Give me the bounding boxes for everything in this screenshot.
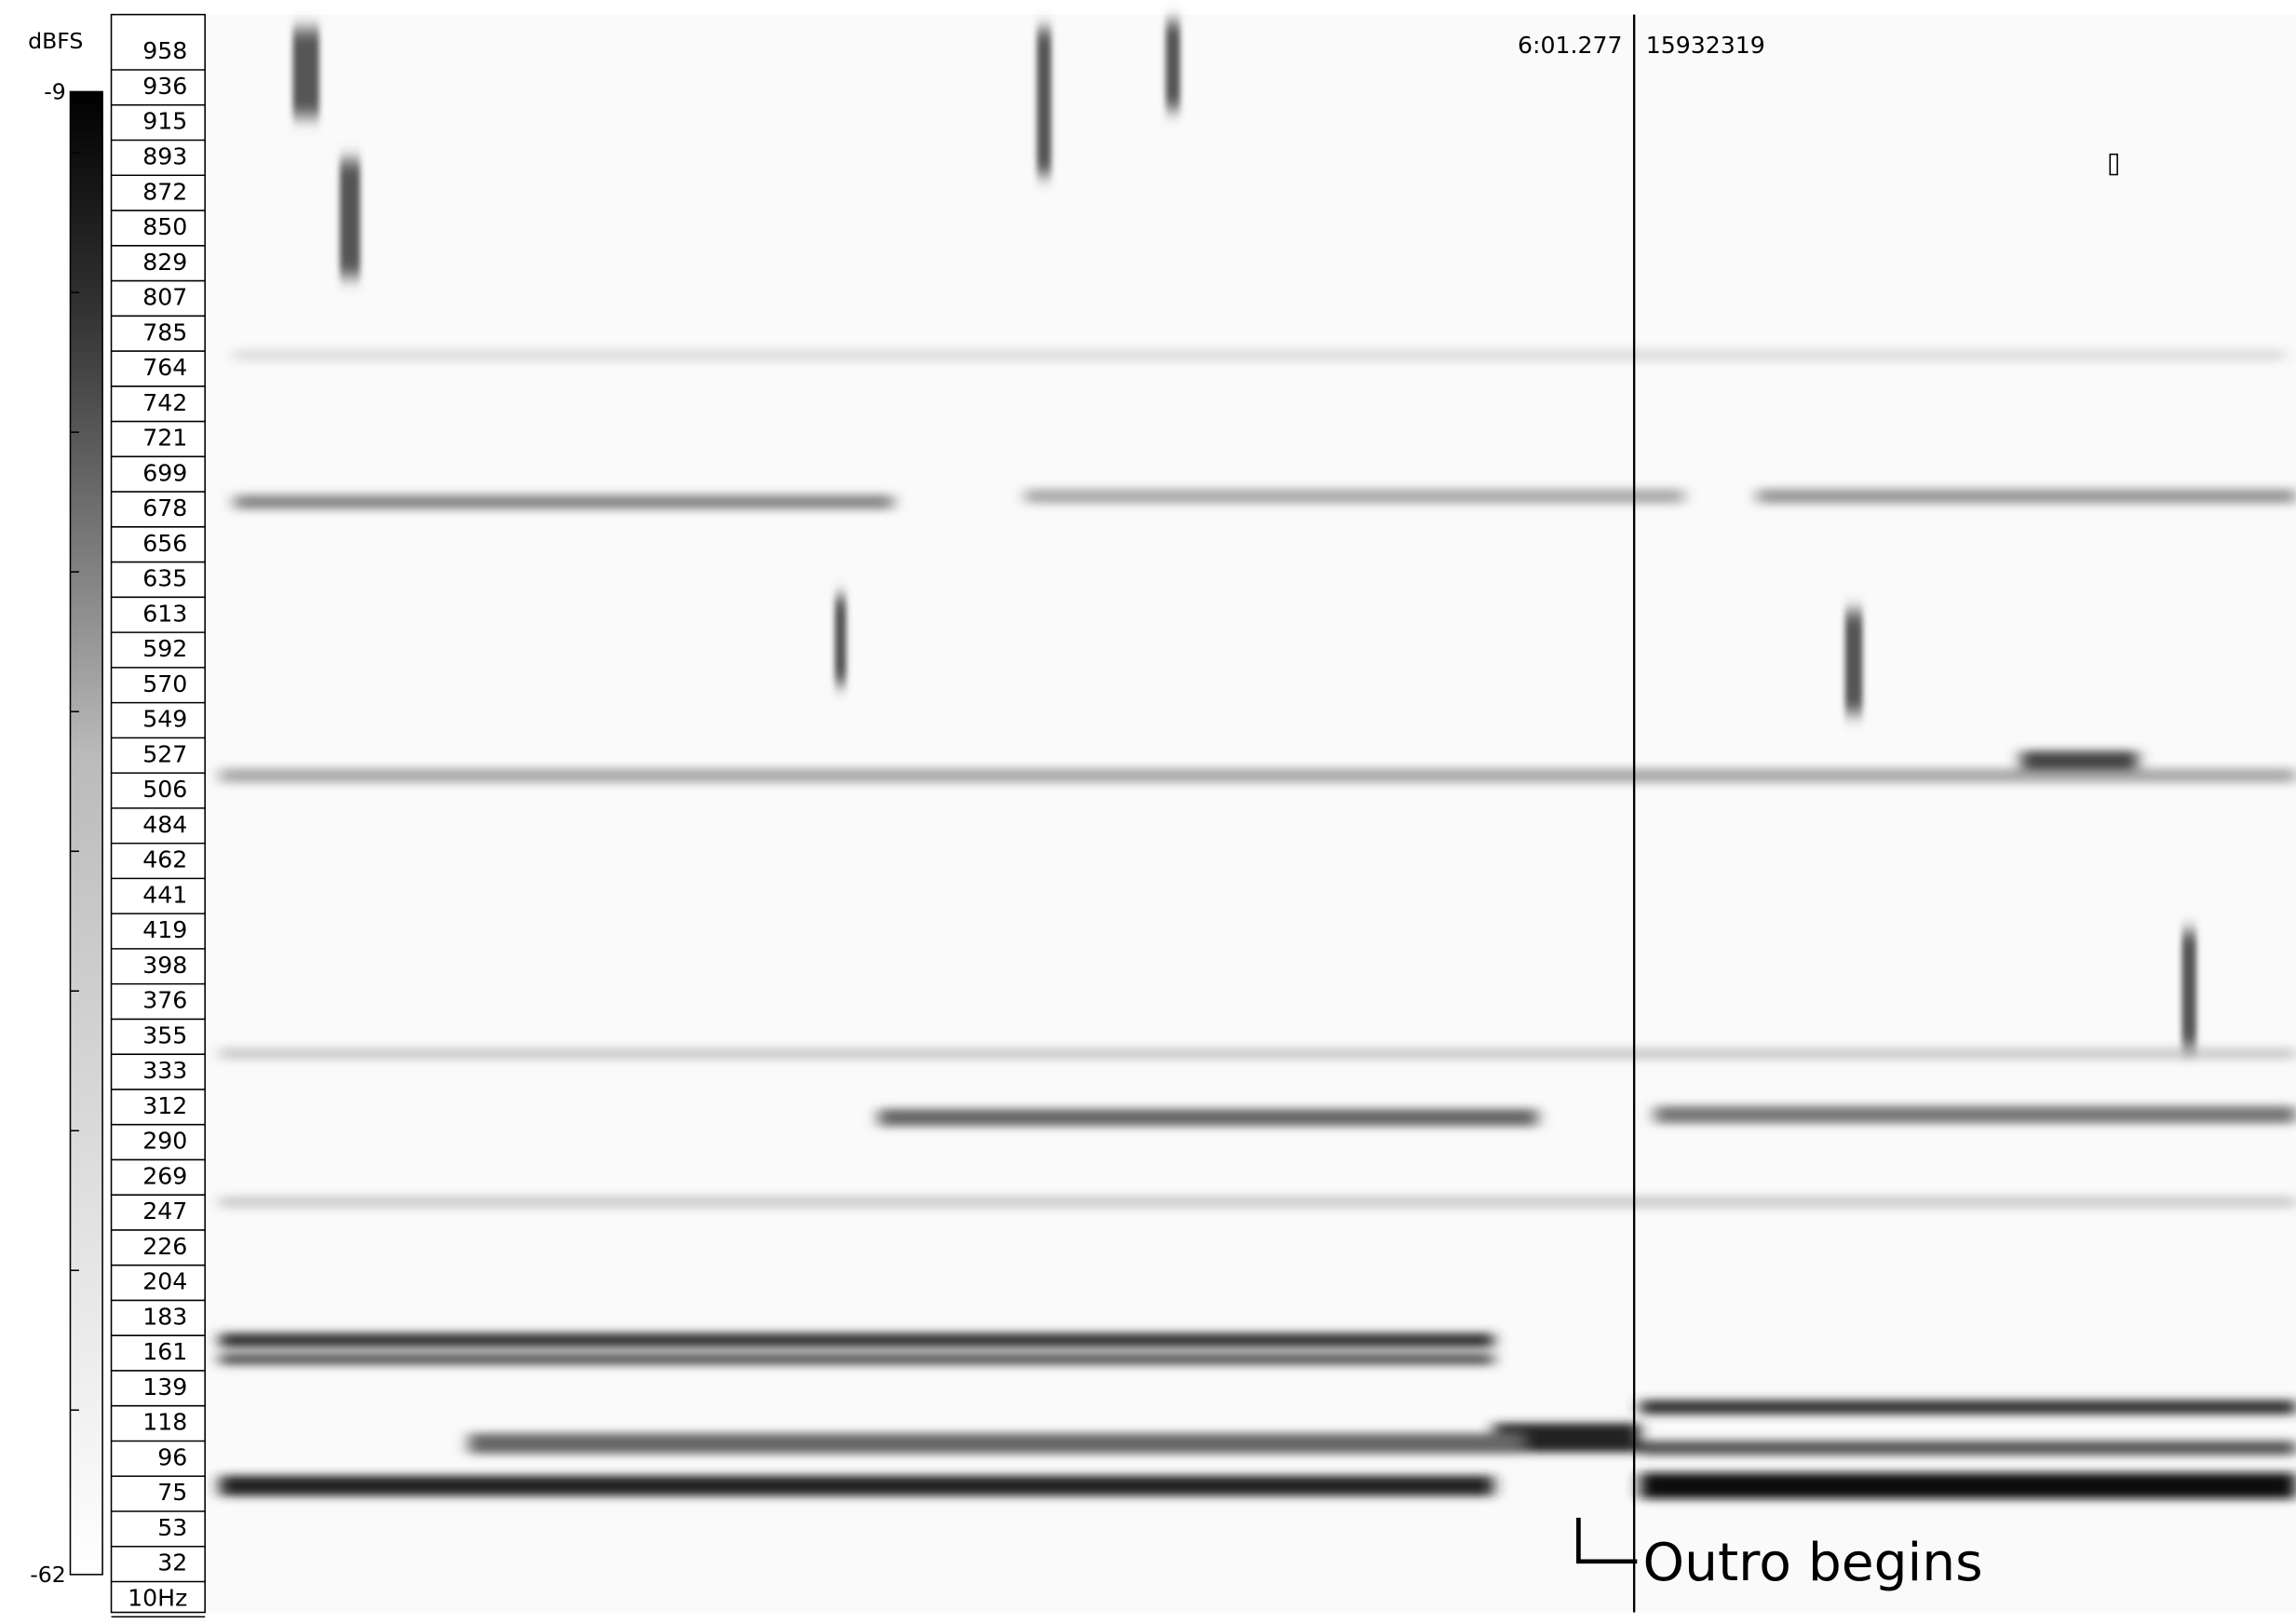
frequency-label: 678 [142,494,187,521]
color-scale-min: -62 [30,1562,66,1588]
frequency-label: 10Hz [128,1585,187,1612]
frequency-label: 398 [142,952,187,979]
frequency-label: 872 [142,178,187,205]
frequency-label: 118 [142,1409,187,1436]
frequency-label: 807 [142,284,187,311]
frequency-label: 484 [142,811,187,838]
cursor-time: 6:01.277 [1518,32,1623,59]
frequency-labels: 958 936 915 893 872 850 829 807 785 764 742 721 699 6… [111,37,206,1618]
frequency-label: 742 [142,389,187,416]
frequency-label: 269 [142,1162,187,1189]
frequency-label: 829 [142,249,187,276]
frequency-label: 958 [142,37,187,64]
frequency-label: 613 [142,600,187,627]
frequency-label: 96 [157,1444,187,1471]
frequency-label: 850 [142,213,187,240]
frequency-label: 290 [142,1128,187,1155]
frequency-label: 785 [142,318,187,345]
frequency-label: 893 [142,143,187,170]
frequency-label: 936 [142,73,187,100]
color-bar [69,90,103,1576]
mouse-cursor [2109,153,2118,176]
frequency-label: 764 [142,354,187,381]
frequency-label: 312 [142,1092,187,1119]
cursor-frame: 15932319 [1646,32,1765,59]
spectrogram [205,14,2296,1613]
frequency-label: 419 [142,916,187,943]
annotation: Outro begins [1643,1533,1983,1593]
frequency-label: 204 [142,1268,187,1295]
frequency-label: 441 [142,881,187,908]
annotation-bracket [1576,1517,1638,1564]
frequency-label: 635 [142,565,187,592]
frequency-label: 570 [142,670,187,697]
frequency-label: 376 [142,987,187,1014]
frequency-label: 592 [142,635,187,662]
frequency-label: 32 [157,1550,187,1577]
color-scale-max: -9 [44,79,66,105]
frequency-label: 183 [142,1304,187,1331]
frequency-label: 549 [142,706,187,733]
frequency-label: 247 [142,1198,187,1225]
frequency-label: 699 [142,459,187,486]
frequency-label: 915 [142,108,187,135]
frequency-label: 161 [142,1338,187,1365]
frequency-label: 721 [142,425,187,452]
frequency-label: 355 [142,1022,187,1049]
frequency-label: 53 [157,1514,187,1541]
frequency-label: 139 [142,1374,187,1401]
frequency-label: 506 [142,776,187,803]
color-scale-unit: dBFS [28,28,83,54]
frequency-label: 75 [157,1479,187,1506]
frequency-label: 656 [142,530,187,557]
frequency-label: 333 [142,1057,187,1084]
frequency-label: 527 [142,740,187,767]
color-bar-ticks [70,152,79,1412]
frequency-label: 462 [142,846,187,873]
frequency-label: 226 [142,1233,187,1260]
